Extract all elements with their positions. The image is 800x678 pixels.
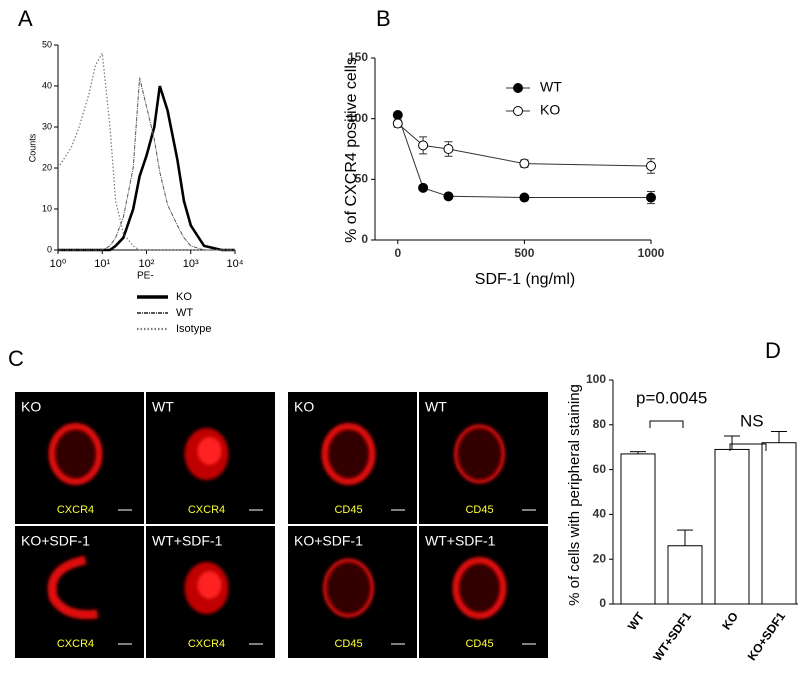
y-tick-label: 100 bbox=[586, 372, 606, 386]
y-tick-label: 30 bbox=[42, 121, 52, 131]
legend-marker bbox=[513, 83, 523, 93]
series-line bbox=[397, 114, 651, 198]
y-tick-label: 0 bbox=[47, 244, 52, 254]
cell-stain bbox=[197, 571, 222, 599]
tile-label: WT+SDF-1 bbox=[152, 533, 223, 549]
y-tick-label: 10 bbox=[42, 203, 52, 213]
tile-label: KO+SDF-1 bbox=[21, 533, 90, 549]
panel-label: C bbox=[8, 346, 24, 371]
x-tick-label: 10¹ bbox=[94, 258, 110, 270]
x-tick-label: 10⁰ bbox=[50, 258, 67, 270]
stain-label: CD45 bbox=[334, 504, 362, 516]
cell-stain bbox=[48, 423, 103, 485]
y-axis-label: % of CXCR4 positive cells bbox=[343, 57, 360, 243]
significance-bracket bbox=[649, 420, 684, 428]
data-point bbox=[519, 158, 530, 169]
legend-label: WT bbox=[540, 79, 562, 95]
y-tick-label: 60 bbox=[593, 462, 607, 476]
data-point bbox=[392, 110, 403, 121]
annotation: p=0.0045 bbox=[636, 388, 707, 407]
y-tick-label: 100 bbox=[348, 111, 368, 125]
stain-label: CXCR4 bbox=[57, 638, 94, 650]
cell-stain bbox=[323, 558, 374, 618]
stain-label: CXCR4 bbox=[188, 504, 225, 516]
significance-bracket bbox=[729, 443, 767, 451]
stain-label: CXCR4 bbox=[57, 504, 94, 516]
tile-label: KO bbox=[21, 399, 41, 415]
tile-label: KO bbox=[294, 399, 314, 415]
bar bbox=[667, 545, 703, 605]
data-point bbox=[443, 191, 454, 202]
cell-stain bbox=[197, 437, 222, 465]
legend-label: WT bbox=[176, 307, 193, 319]
x-tick-label: KO bbox=[719, 610, 741, 633]
x-tick-label: 10³ bbox=[183, 258, 199, 270]
y-tick-label: 150 bbox=[348, 50, 368, 64]
bar bbox=[620, 453, 656, 605]
micrograph bbox=[15, 526, 144, 658]
x-tick-label: 1000 bbox=[638, 246, 665, 260]
legend-marker bbox=[513, 106, 523, 116]
stain-label: CXCR4 bbox=[188, 638, 225, 650]
histogram-curve bbox=[57, 51, 235, 251]
x-tick-label: 10⁴ bbox=[227, 258, 244, 270]
y-tick-label: 20 bbox=[593, 551, 607, 565]
stain-label: CD45 bbox=[465, 638, 493, 650]
bar bbox=[714, 448, 750, 605]
cell-stain bbox=[47, 555, 99, 620]
y-axis-label: % of cells with peripheral staining bbox=[566, 384, 583, 606]
y-axis-label: Counts bbox=[27, 133, 37, 162]
tile-label: KO+SDF-1 bbox=[294, 533, 363, 549]
cell-stain bbox=[454, 424, 505, 484]
panel-label: B bbox=[376, 6, 391, 31]
legend-label: KO bbox=[540, 102, 560, 118]
x-axis-label: PE- bbox=[137, 271, 154, 282]
x-tick-label: WT bbox=[625, 609, 648, 633]
stain-label: CD45 bbox=[465, 504, 493, 516]
annotation: NS bbox=[740, 411, 764, 430]
cell-stain bbox=[452, 557, 507, 619]
histogram-curve bbox=[58, 77, 235, 251]
tile-label: WT bbox=[425, 399, 447, 415]
x-tick-label: 0 bbox=[394, 246, 401, 260]
data-point bbox=[519, 192, 530, 203]
x-tick-label: KO+SDF1 bbox=[745, 609, 789, 663]
y-tick-label: 40 bbox=[593, 507, 607, 521]
panel-label: A bbox=[18, 6, 33, 31]
legend-label: Isotype bbox=[176, 323, 211, 335]
x-tick-label: 10² bbox=[139, 258, 155, 270]
data-point bbox=[392, 118, 403, 129]
data-point bbox=[418, 182, 429, 193]
legend-label: KO bbox=[176, 291, 192, 303]
stain-label: CD45 bbox=[334, 638, 362, 650]
data-point bbox=[418, 140, 429, 151]
x-tick-label: 500 bbox=[514, 246, 534, 260]
data-point bbox=[646, 192, 656, 203]
x-axis-label: SDF-1 (ng/ml) bbox=[475, 271, 575, 288]
tile-label: WT+SDF-1 bbox=[425, 533, 496, 549]
bar bbox=[761, 442, 797, 605]
y-tick-label: 20 bbox=[42, 162, 52, 172]
y-tick-label: 50 bbox=[355, 172, 369, 186]
y-tick-label: 80 bbox=[593, 417, 607, 431]
y-tick-label: 40 bbox=[42, 80, 52, 90]
x-tick-label: WT+SDF1 bbox=[650, 609, 694, 663]
data-point bbox=[443, 144, 454, 154]
tile-label: WT bbox=[152, 399, 174, 415]
y-tick-label: 0 bbox=[599, 596, 606, 610]
y-tick-label: 0 bbox=[361, 232, 368, 246]
panel-label: D bbox=[765, 338, 781, 363]
cell-stain bbox=[321, 423, 376, 485]
data-point bbox=[646, 160, 656, 171]
y-tick-label: 50 bbox=[42, 39, 52, 49]
